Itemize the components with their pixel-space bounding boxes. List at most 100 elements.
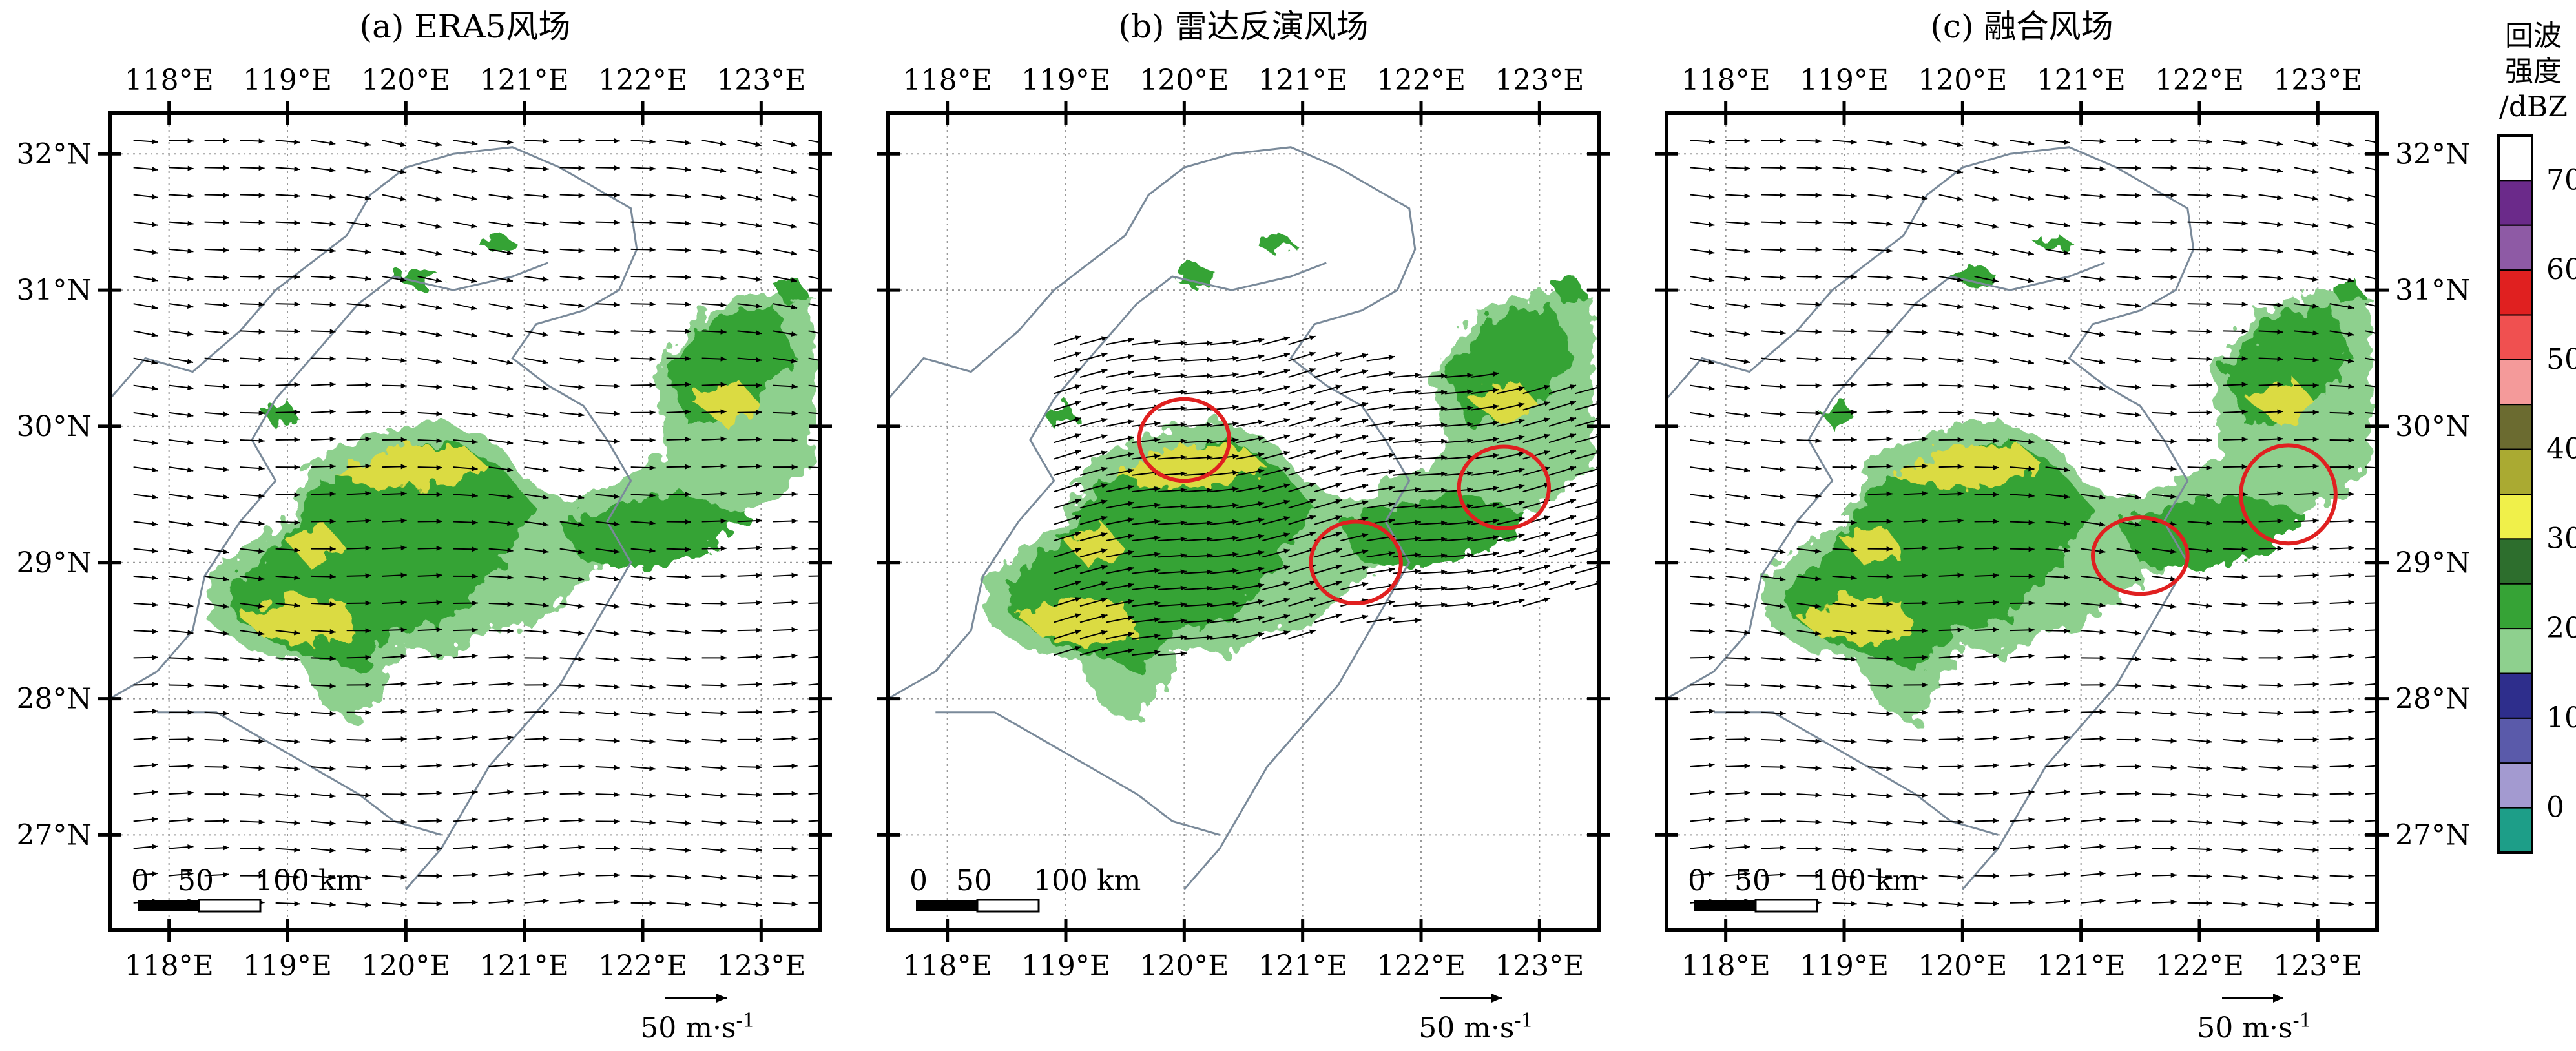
lon-tick-label: 119°E [243, 950, 332, 983]
colorbar-segment [2498, 270, 2532, 315]
lat-tick-label: 27°N [17, 818, 92, 851]
colorbar-segment [2498, 180, 2532, 225]
lat-tick-label: 32°N [2395, 138, 2471, 171]
lat-tick-label: 31°N [2395, 274, 2471, 307]
lon-tick-label: 123°E [716, 64, 805, 97]
lon-tick-label: 123°E [2273, 950, 2362, 983]
colorbar-segment [2498, 315, 2532, 360]
scale-label-50: 50 [956, 864, 992, 897]
colorbar-segment [2498, 629, 2532, 673]
panel-b-title: (b) 雷达反演风场 [1119, 8, 1369, 45]
lon-tick-label: 123°E [1495, 64, 1584, 97]
colorbar-segment [2498, 136, 2532, 180]
scale-label-0: 0 [909, 864, 928, 897]
colorbar-tick-label: 60 [2546, 253, 2576, 286]
colorbar-tick-label: 10 [2546, 702, 2576, 734]
lat-tick-label: 32°N [17, 138, 92, 171]
lon-tick-label: 118°E [903, 64, 992, 97]
colorbar-segment [2498, 763, 2532, 807]
lon-tick-label: 119°E [1021, 64, 1110, 97]
reference-vector-label: 50 m·s [1418, 1012, 1514, 1045]
lat-tick-label: 28°N [2395, 683, 2471, 716]
colorbar-segment [2498, 808, 2532, 853]
reference-vector-b: 50 m·s-1 [1418, 994, 1533, 1045]
lat-tick-label: 29°N [17, 546, 92, 579]
scale-label-50: 50 [1734, 864, 1771, 897]
scale-label-50: 50 [178, 864, 214, 897]
lon-tick-label: 121°E [1258, 950, 1347, 983]
colorbar-segment [2498, 718, 2532, 763]
lat-tick-label: 28°N [17, 683, 92, 716]
lon-tick-label: 121°E [2037, 64, 2126, 97]
scale-label-0: 0 [1688, 864, 1706, 897]
lon-tick-label: 122°E [598, 64, 687, 97]
lon-tick-label: 118°E [125, 64, 214, 97]
reference-vector-exponent: -1 [1515, 1010, 1533, 1032]
colorbar-tick-label: 40 [2546, 433, 2576, 466]
colorbar-segment [2498, 450, 2532, 494]
colorbar-segment [2498, 360, 2532, 404]
colorbar-segment [2498, 674, 2532, 718]
colorbar-segment [2498, 225, 2532, 270]
legend-title-line-2: 强度 [2505, 55, 2562, 88]
lat-tick-label: 27°N [2395, 818, 2471, 851]
colorbar-segment [2498, 584, 2532, 629]
lat-tick-label: 30°N [2395, 410, 2471, 443]
lon-tick-label: 120°E [1918, 950, 2007, 983]
reference-vector-label: 50 m·s [2197, 1012, 2292, 1045]
reference-vector-label: 50 m·s [640, 1012, 736, 1045]
lon-tick-label: 120°E [361, 64, 450, 97]
colorbar-tick-label: 0 [2546, 791, 2564, 824]
svg-text:50 m·s-1: 50 m·s-1 [1418, 1010, 1533, 1045]
lon-tick-label: 122°E [2155, 64, 2244, 97]
scale-label-100: 100 km [1034, 864, 1141, 897]
lon-tick-label: 118°E [1681, 950, 1771, 983]
reference-vector-c: 50 m·s-1 [2197, 994, 2312, 1045]
panel-b-map: 118°E 118°E 119°E 119°E 120°E 120°E 121°E 121°E… [877, 64, 1610, 983]
panel-a-map: 118°E118°E119°E119°E120°E120°E121°E121°E… [17, 64, 833, 983]
scale-label-100: 100 km [255, 864, 362, 897]
lon-tick-label: 122°E [598, 950, 687, 983]
colorbar-tick-label: 20 [2546, 612, 2576, 645]
panel-c-title: (c) 融合风场 [1931, 8, 2114, 45]
panel-a-title: (a) ERA5风场 [360, 8, 571, 45]
lat-tick-label: 30°N [17, 410, 92, 443]
lon-tick-label: 118°E [903, 950, 992, 983]
lon-tick-label: 121°E [2037, 950, 2126, 983]
lon-tick-label: 122°E [2155, 950, 2244, 983]
lon-tick-label: 122°E [1376, 64, 1466, 97]
lon-tick-label: 120°E [1139, 64, 1229, 97]
reference-vector-exponent: -1 [2293, 1010, 2312, 1032]
lon-tick-label: 119°E [1800, 64, 1889, 97]
scale-label-0: 0 [131, 864, 149, 897]
lon-tick-label: 121°E [1258, 64, 1347, 97]
legend-title-line-1: 回波 [2505, 19, 2562, 52]
panel-c-map: 118°E118°E119°E119°E120°E120°E121°E121°E… [1655, 64, 2471, 983]
colorbar-segment [2498, 539, 2532, 583]
lon-tick-label: 119°E [1021, 950, 1110, 983]
lon-tick-label: 118°E [1681, 64, 1771, 97]
legend-title-line-3: /dBZ [2499, 90, 2568, 123]
svg-text:50 m·s-1: 50 m·s-1 [640, 1010, 755, 1045]
lon-tick-label: 121°E [480, 64, 569, 97]
lon-tick-label: 118°E [125, 950, 214, 983]
lat-tick-label: 31°N [17, 274, 92, 307]
colorbar [2498, 136, 2532, 853]
lon-tick-label: 123°E [716, 950, 805, 983]
colorbar-tick-label: 50 [2546, 343, 2576, 376]
lon-tick-label: 119°E [1800, 950, 1889, 983]
svg-text:50 m·s-1: 50 m·s-1 [2197, 1010, 2312, 1045]
colorbar-segment [2498, 494, 2532, 539]
colorbar-tick-label: 70 [2546, 163, 2576, 196]
colorbar-segment [2498, 404, 2532, 449]
lon-tick-label: 123°E [1495, 950, 1584, 983]
lat-tick-label: 29°N [2395, 546, 2471, 579]
reference-vector-exponent: -1 [736, 1010, 755, 1032]
lon-tick-label: 122°E [1376, 950, 1466, 983]
reference-vector-a: 50 m·s-1 [640, 994, 755, 1045]
lon-tick-label: 120°E [1139, 950, 1229, 983]
lon-tick-label: 120°E [361, 950, 450, 983]
